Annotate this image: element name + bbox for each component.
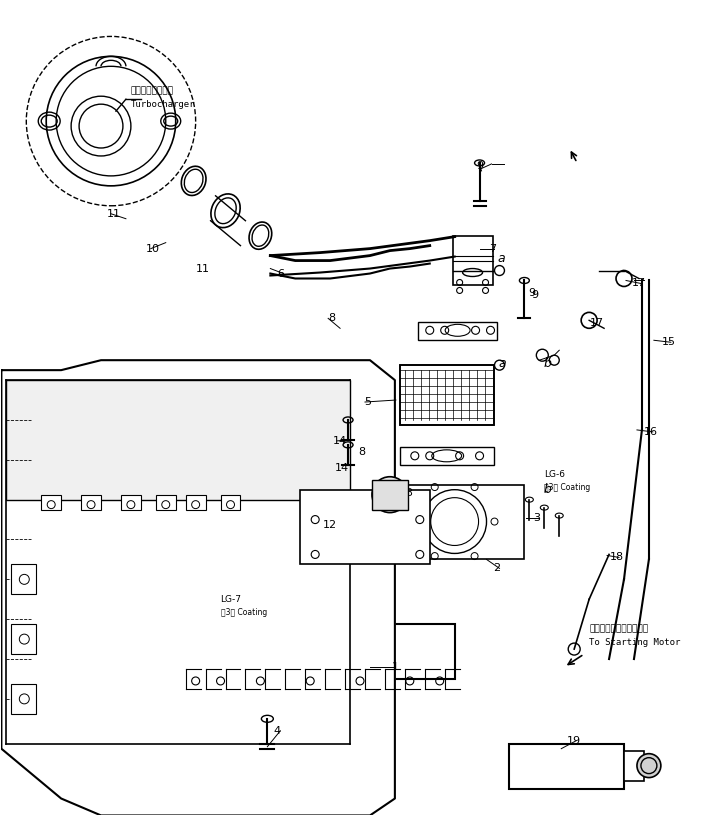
FancyBboxPatch shape	[220, 494, 241, 510]
FancyBboxPatch shape	[300, 489, 430, 565]
Text: 17: 17	[632, 279, 646, 288]
Text: b: b	[543, 357, 551, 369]
FancyBboxPatch shape	[41, 494, 61, 510]
Text: 9: 9	[528, 288, 535, 298]
FancyBboxPatch shape	[176, 624, 454, 679]
Text: 7: 7	[489, 243, 496, 253]
Text: b: b	[543, 483, 551, 496]
Text: 12: 12	[323, 520, 337, 529]
Text: 2: 2	[493, 564, 500, 574]
FancyBboxPatch shape	[624, 751, 644, 780]
Text: 10: 10	[146, 243, 160, 253]
Text: 6: 6	[277, 269, 284, 279]
Text: 㘂3塗 Coating: 㘂3塗 Coating	[545, 483, 590, 492]
Text: 14: 14	[333, 436, 348, 446]
FancyBboxPatch shape	[7, 380, 350, 500]
Text: a: a	[499, 357, 506, 369]
FancyBboxPatch shape	[12, 684, 36, 714]
Text: 11: 11	[107, 209, 121, 219]
FancyBboxPatch shape	[400, 447, 494, 465]
FancyBboxPatch shape	[400, 365, 494, 425]
Text: 8: 8	[358, 447, 366, 457]
Circle shape	[372, 477, 408, 512]
Text: 4: 4	[274, 725, 281, 736]
Polygon shape	[1, 360, 395, 815]
FancyBboxPatch shape	[196, 624, 225, 634]
Text: LG-7: LG-7	[220, 595, 241, 604]
Text: 13: 13	[400, 488, 414, 498]
Text: 8: 8	[329, 314, 336, 324]
Text: 5: 5	[364, 397, 371, 407]
FancyBboxPatch shape	[156, 494, 176, 510]
FancyBboxPatch shape	[418, 323, 497, 340]
FancyBboxPatch shape	[185, 494, 206, 510]
Text: 19: 19	[567, 736, 582, 746]
FancyBboxPatch shape	[281, 624, 310, 634]
Text: To Starting Motor: To Starting Motor	[589, 637, 680, 646]
Circle shape	[637, 753, 661, 778]
FancyBboxPatch shape	[453, 235, 492, 285]
Text: 18: 18	[610, 552, 624, 562]
FancyBboxPatch shape	[325, 624, 355, 634]
Text: a: a	[498, 252, 505, 265]
FancyBboxPatch shape	[510, 743, 624, 788]
FancyBboxPatch shape	[385, 484, 524, 560]
FancyBboxPatch shape	[12, 565, 36, 594]
Text: スターティングモータヘ: スターティングモータヘ	[589, 625, 648, 634]
Text: ターボチャージャ: ターボチャージャ	[131, 87, 174, 96]
Text: 11: 11	[196, 264, 209, 274]
Text: LG-6: LG-6	[545, 471, 566, 480]
Text: 14: 14	[335, 462, 349, 473]
Text: 3: 3	[533, 512, 540, 523]
Text: Turbocharger: Turbocharger	[131, 100, 196, 109]
FancyBboxPatch shape	[81, 494, 101, 510]
Text: 9: 9	[531, 290, 538, 301]
Text: 9: 9	[476, 161, 483, 171]
FancyBboxPatch shape	[372, 480, 408, 510]
FancyBboxPatch shape	[121, 494, 141, 510]
FancyBboxPatch shape	[236, 624, 265, 634]
Text: 16: 16	[644, 427, 658, 437]
Text: 17: 17	[590, 319, 604, 328]
Text: 15: 15	[662, 337, 676, 347]
Text: 㘂3塗 Coating: 㘂3塗 Coating	[220, 608, 267, 617]
Text: 1: 1	[391, 662, 398, 672]
FancyBboxPatch shape	[12, 624, 36, 654]
